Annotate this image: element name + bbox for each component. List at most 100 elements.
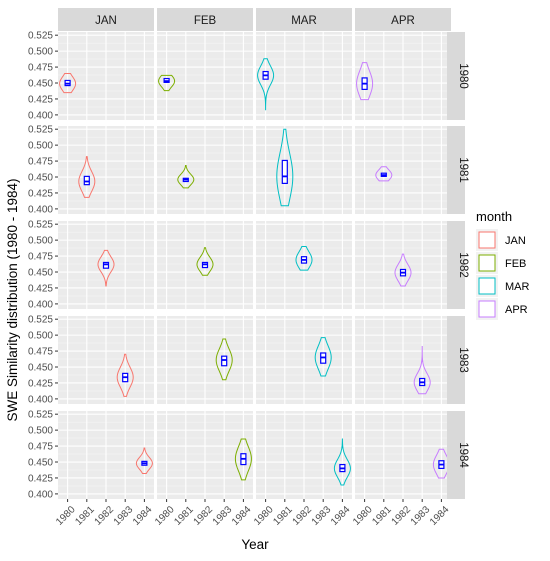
- row-strip: [447, 221, 465, 309]
- panel: [355, 32, 451, 120]
- row-strip-label: 1983: [457, 347, 469, 373]
- violin-mar-1984: [333, 438, 351, 486]
- violin-feb-1980: [158, 74, 176, 92]
- violin-jan-1984: [135, 447, 153, 474]
- row-strip-label: 1984: [457, 442, 469, 468]
- y-tick-label: 0.525: [28, 315, 53, 326]
- violin-group: [276, 128, 294, 207]
- x-tick-label: 1984: [131, 504, 155, 528]
- y-tick-label: 0.450: [28, 458, 53, 469]
- column-strip: [58, 8, 154, 31]
- y-tick-label: 0.400: [28, 110, 53, 121]
- box: [83, 175, 90, 186]
- y-tick-label: 0.475: [28, 347, 53, 358]
- x-axis-title: Year: [241, 537, 269, 552]
- row-strip: [447, 32, 465, 120]
- y-tick-label: 0.425: [28, 94, 53, 105]
- x-tick-label: 1981: [370, 504, 394, 528]
- panel: [157, 32, 253, 120]
- violin-group: [333, 438, 351, 486]
- panel: [157, 126, 253, 214]
- panel: [256, 221, 352, 309]
- x-tick-label: 1984: [230, 504, 254, 528]
- column-strip-label: FEB: [194, 15, 217, 27]
- violin-group: [78, 156, 96, 198]
- panel: [256, 411, 352, 499]
- y-tick-label: 0.525: [28, 125, 53, 136]
- y-tick-label: 0.475: [28, 63, 53, 74]
- violin-mar-1981: [276, 128, 294, 207]
- legend-title: month: [476, 209, 512, 224]
- y-tick-label: 0.425: [28, 188, 53, 199]
- row-strip: [447, 411, 465, 499]
- x-tick-label: 1983: [211, 504, 235, 528]
- violin-feb-1984: [234, 438, 252, 481]
- violin-jan-1980: [59, 72, 77, 94]
- panel: [256, 32, 352, 120]
- violin-apr-1981: [375, 166, 393, 182]
- violin-group: [314, 337, 332, 377]
- violin-feb-1982: [196, 247, 214, 276]
- y-tick-label: 0.450: [28, 79, 53, 90]
- violin-group: [135, 447, 153, 474]
- violin-group: [116, 353, 134, 397]
- y-tick-label: 0.400: [28, 204, 53, 215]
- row-strip-label: 1981: [457, 157, 469, 183]
- violin-apr-1983: [413, 345, 431, 395]
- y-tick-label: 0.475: [28, 157, 53, 168]
- y-tick-label: 0.475: [28, 442, 53, 453]
- row-strip-label: 1982: [457, 252, 469, 278]
- column-strip-label: MAR: [291, 15, 317, 27]
- y-tick-label: 0.450: [28, 268, 53, 279]
- violin-mar-1982: [295, 246, 313, 271]
- panel: [256, 316, 352, 404]
- column-strip: [355, 8, 451, 31]
- panel: [355, 411, 451, 499]
- y-axis-title: SWE Similarity distribution (1980 - 1984…: [5, 178, 20, 421]
- column-strips: JAN FEB MAR APR: [58, 8, 451, 31]
- violin-group: [97, 249, 115, 287]
- y-tick-label: 0.425: [28, 283, 53, 294]
- violin-mar-1980: [257, 58, 275, 111]
- x-tick-label: 1983: [409, 504, 433, 528]
- violin-group: [177, 165, 195, 189]
- x-tick-label: 1984: [428, 504, 452, 528]
- y-tick-label: 0.450: [28, 173, 53, 184]
- panel: [355, 221, 451, 309]
- y-tick-label: 0.475: [28, 252, 53, 263]
- violin-apr-1982: [394, 253, 412, 287]
- x-tick-label: 1984: [329, 504, 353, 528]
- panel: [157, 411, 253, 499]
- box: [102, 261, 110, 269]
- legend-swatch-jan: [478, 231, 496, 249]
- violin-group: [295, 246, 313, 271]
- violin-group: [413, 345, 431, 395]
- panel: [256, 126, 352, 214]
- x-tick-label: 1981: [271, 504, 295, 528]
- violin-group: [196, 247, 214, 276]
- column-strip-label: JAN: [95, 15, 117, 27]
- legend-swatch-feb: [478, 254, 496, 272]
- violin-group: [375, 166, 393, 182]
- y-tick-label: 0.525: [28, 410, 53, 421]
- x-tick-label: 1980: [351, 504, 375, 528]
- facet-panels: [58, 32, 451, 499]
- x-tick-label: 1980: [252, 504, 276, 528]
- legend-label: FEB: [505, 258, 526, 270]
- violin-mar-1983: [314, 337, 332, 377]
- y-tick-label: 0.500: [28, 141, 53, 152]
- row-strips: 1980 1981 1982 1983 1984: [447, 32, 469, 499]
- y-tick-label: 0.525: [28, 220, 53, 231]
- row-strip-label: 1980: [457, 63, 469, 89]
- panel: [58, 126, 154, 214]
- violin-group: [234, 438, 252, 481]
- legend: month JAN FEB MAR APR: [476, 209, 530, 320]
- violin-group: [215, 338, 233, 381]
- column-strip: [256, 8, 352, 31]
- y-tick-label: 0.500: [28, 47, 53, 58]
- violin-feb-1981: [177, 165, 195, 189]
- row-strip: [447, 316, 465, 404]
- x-axes: 1980198119821983198419801981198219831984…: [54, 499, 452, 528]
- y-tick-label: 0.425: [28, 378, 53, 389]
